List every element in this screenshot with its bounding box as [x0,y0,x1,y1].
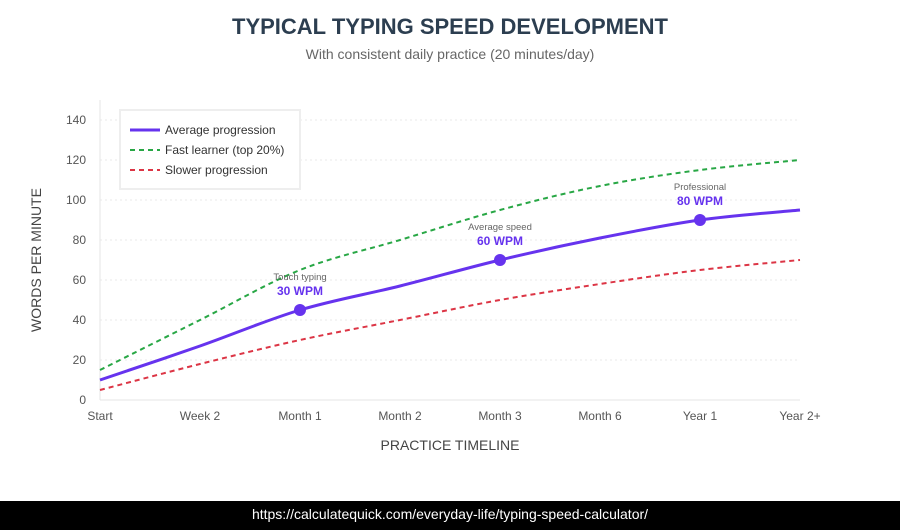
annotation-label: Average speed [468,222,532,233]
y-tick-label: 80 [73,233,87,247]
x-tick-label: Month 1 [278,409,322,423]
chart-subtitle: With consistent daily practice (20 minut… [305,46,595,62]
milestone-point [494,254,506,266]
annotation-value: 30 WPM [277,284,323,298]
x-tick-label: Year 2+ [779,409,820,423]
y-tick-label: 140 [66,113,86,127]
annotation-label: Touch typing [273,272,326,283]
x-tick-label: Month 3 [478,409,522,423]
annotation-label: Professional [674,182,726,193]
chart-title: TYPICAL TYPING SPEED DEVELOPMENT [232,14,668,39]
y-tick-label: 20 [73,353,87,367]
legend-label: Slower progression [165,163,268,177]
line-chart: 0 20 40 60 80 100 120 140 Start Week 2 Month 1 Mont… [28,100,821,453]
legend-label: Average progression [165,123,276,137]
y-tick-label: 40 [73,313,87,327]
x-tick-label: Month 6 [578,409,622,423]
legend-label: Fast learner (top 20%) [165,143,284,157]
footer-url[interactable]: https://calculatequick.com/everyday-life… [0,501,900,530]
series-line-1 [99,159,801,371]
x-tick-label: Month 2 [378,409,422,423]
y-tick-label: 60 [73,273,87,287]
x-tick-label: Year 1 [683,409,718,423]
annotation-value: 60 WPM [477,234,523,248]
x-axis-title: PRACTICE TIMELINE [381,437,520,453]
y-tick-label: 100 [66,193,86,207]
x-tick-label: Start [87,409,113,423]
milestone-point [694,214,706,226]
y-tick-label: 0 [79,393,86,407]
milestone-point [294,304,306,316]
y-axis-title: WORDS PER MINUTE [28,188,44,332]
x-tick-label: Week 2 [180,409,221,423]
annotation-value: 80 WPM [677,194,723,208]
y-tick-label: 120 [66,153,86,167]
series-line-0 [99,208,801,382]
